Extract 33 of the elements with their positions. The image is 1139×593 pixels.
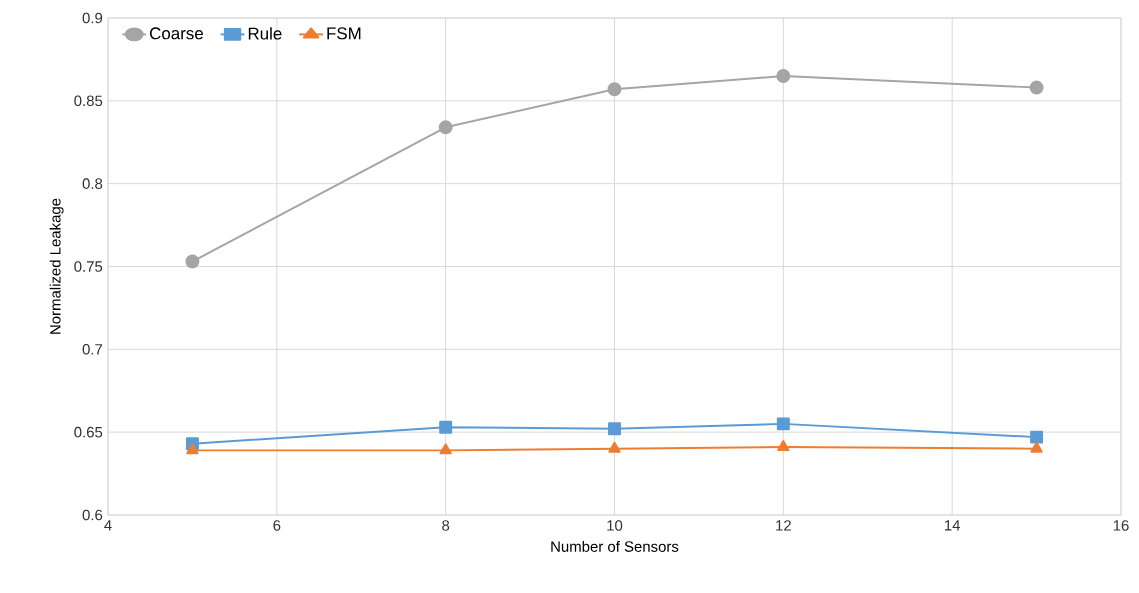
x-tick-label: 16 — [1113, 520, 1129, 531]
x-tick-label: 10 — [607, 520, 623, 531]
x-tick-label: 12 — [776, 520, 791, 531]
y-tick-label: 0.85 — [74, 95, 103, 107]
y-tick-label: 0.6 — [82, 509, 103, 521]
x-tick-label: 4 — [104, 520, 112, 531]
legend-label: Rule — [248, 27, 282, 40]
y-tick-label: 0.65 — [74, 426, 103, 438]
point — [608, 422, 621, 436]
legend-label: Coarse — [149, 27, 203, 40]
point — [776, 417, 790, 431]
y-tick-label: 0.8 — [82, 178, 103, 189]
point — [777, 440, 790, 452]
point — [607, 82, 622, 97]
point — [608, 441, 621, 453]
x-tick-label: 6 — [273, 520, 281, 531]
y-tick-label: 0.7 — [82, 344, 103, 355]
point — [439, 420, 453, 434]
x-tick-label: 8 — [442, 520, 450, 531]
point — [186, 443, 199, 455]
x-tick-label: 14 — [945, 520, 961, 531]
legend-label: FSM — [327, 27, 361, 40]
x-axis-title: Number of Sensors — [551, 540, 679, 552]
point — [185, 254, 200, 269]
point — [438, 120, 453, 135]
point — [776, 68, 791, 83]
y-axis-title: Normalized Leakage — [49, 198, 64, 334]
point — [1030, 430, 1044, 444]
point — [1029, 80, 1044, 95]
y-tick-label: 0.75 — [74, 261, 103, 272]
point — [1030, 441, 1043, 453]
point — [439, 443, 452, 455]
y-tick-label: 0.9 — [82, 12, 103, 24]
